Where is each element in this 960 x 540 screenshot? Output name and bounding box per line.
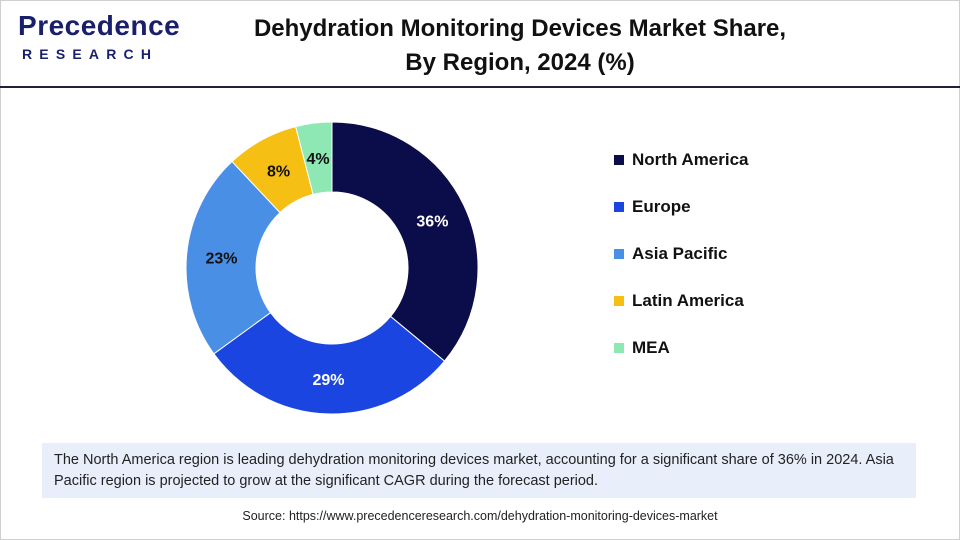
- legend-item-mea: MEA: [614, 338, 874, 385]
- chart-title-line-1: Dehydration Monitoring Devices Market Sh…: [253, 15, 787, 42]
- logo-initial: P: [18, 10, 38, 41]
- legend-label: Asia Pacific: [632, 244, 728, 263]
- chart-title: Dehydration Monitoring Devices Market Sh…: [210, 12, 830, 80]
- logo-wordmark: Precedence: [18, 10, 180, 42]
- brand-logo: Precedence RESEARCH: [18, 10, 180, 70]
- legend-swatch: [614, 249, 624, 259]
- slice-asia-pacific: [185, 160, 281, 355]
- slice-north-america: [331, 121, 479, 362]
- source-citation: Source: https://www.precedenceresearch.c…: [242, 509, 718, 523]
- data-label-mea: 4%: [307, 151, 330, 168]
- legend-item-europe: Europe: [614, 197, 874, 244]
- chart-legend: North America Europe Asia Pacific Latin Ame…: [614, 150, 874, 385]
- slice-europe: [213, 311, 446, 415]
- summary-note: The North America region is leading dehy…: [42, 443, 916, 498]
- data-label-north-america: 36%: [416, 214, 448, 231]
- data-label-latin-america: 8%: [267, 164, 290, 181]
- data-label-europe: 29%: [312, 372, 344, 389]
- donut-chart: 36% 29% 23% 8% 4%: [185, 121, 479, 415]
- legend-label: Europe: [632, 197, 691, 216]
- header-divider: [0, 86, 960, 88]
- legend-item-latin-america: Latin America: [614, 291, 874, 338]
- logo-subtitle: RESEARCH: [22, 46, 159, 62]
- legend-swatch: [614, 343, 624, 353]
- legend-item-asia-pacific: Asia Pacific: [614, 244, 874, 291]
- logo-word-rest: recedence: [37, 10, 181, 41]
- legend-swatch: [614, 202, 624, 212]
- legend-label: Latin America: [632, 291, 744, 310]
- legend-label: North America: [632, 150, 749, 169]
- legend-label: MEA: [632, 338, 670, 357]
- data-label-asia-pacific: 23%: [205, 251, 237, 268]
- chart-title-line-2: By Region, 2024 (%): [405, 49, 635, 76]
- legend-swatch: [614, 155, 624, 165]
- slice-mea: [295, 121, 333, 195]
- header: Precedence RESEARCH Dehydration Monitori…: [0, 0, 960, 86]
- legend-item-north-america: North America: [614, 150, 874, 197]
- legend-swatch: [614, 296, 624, 306]
